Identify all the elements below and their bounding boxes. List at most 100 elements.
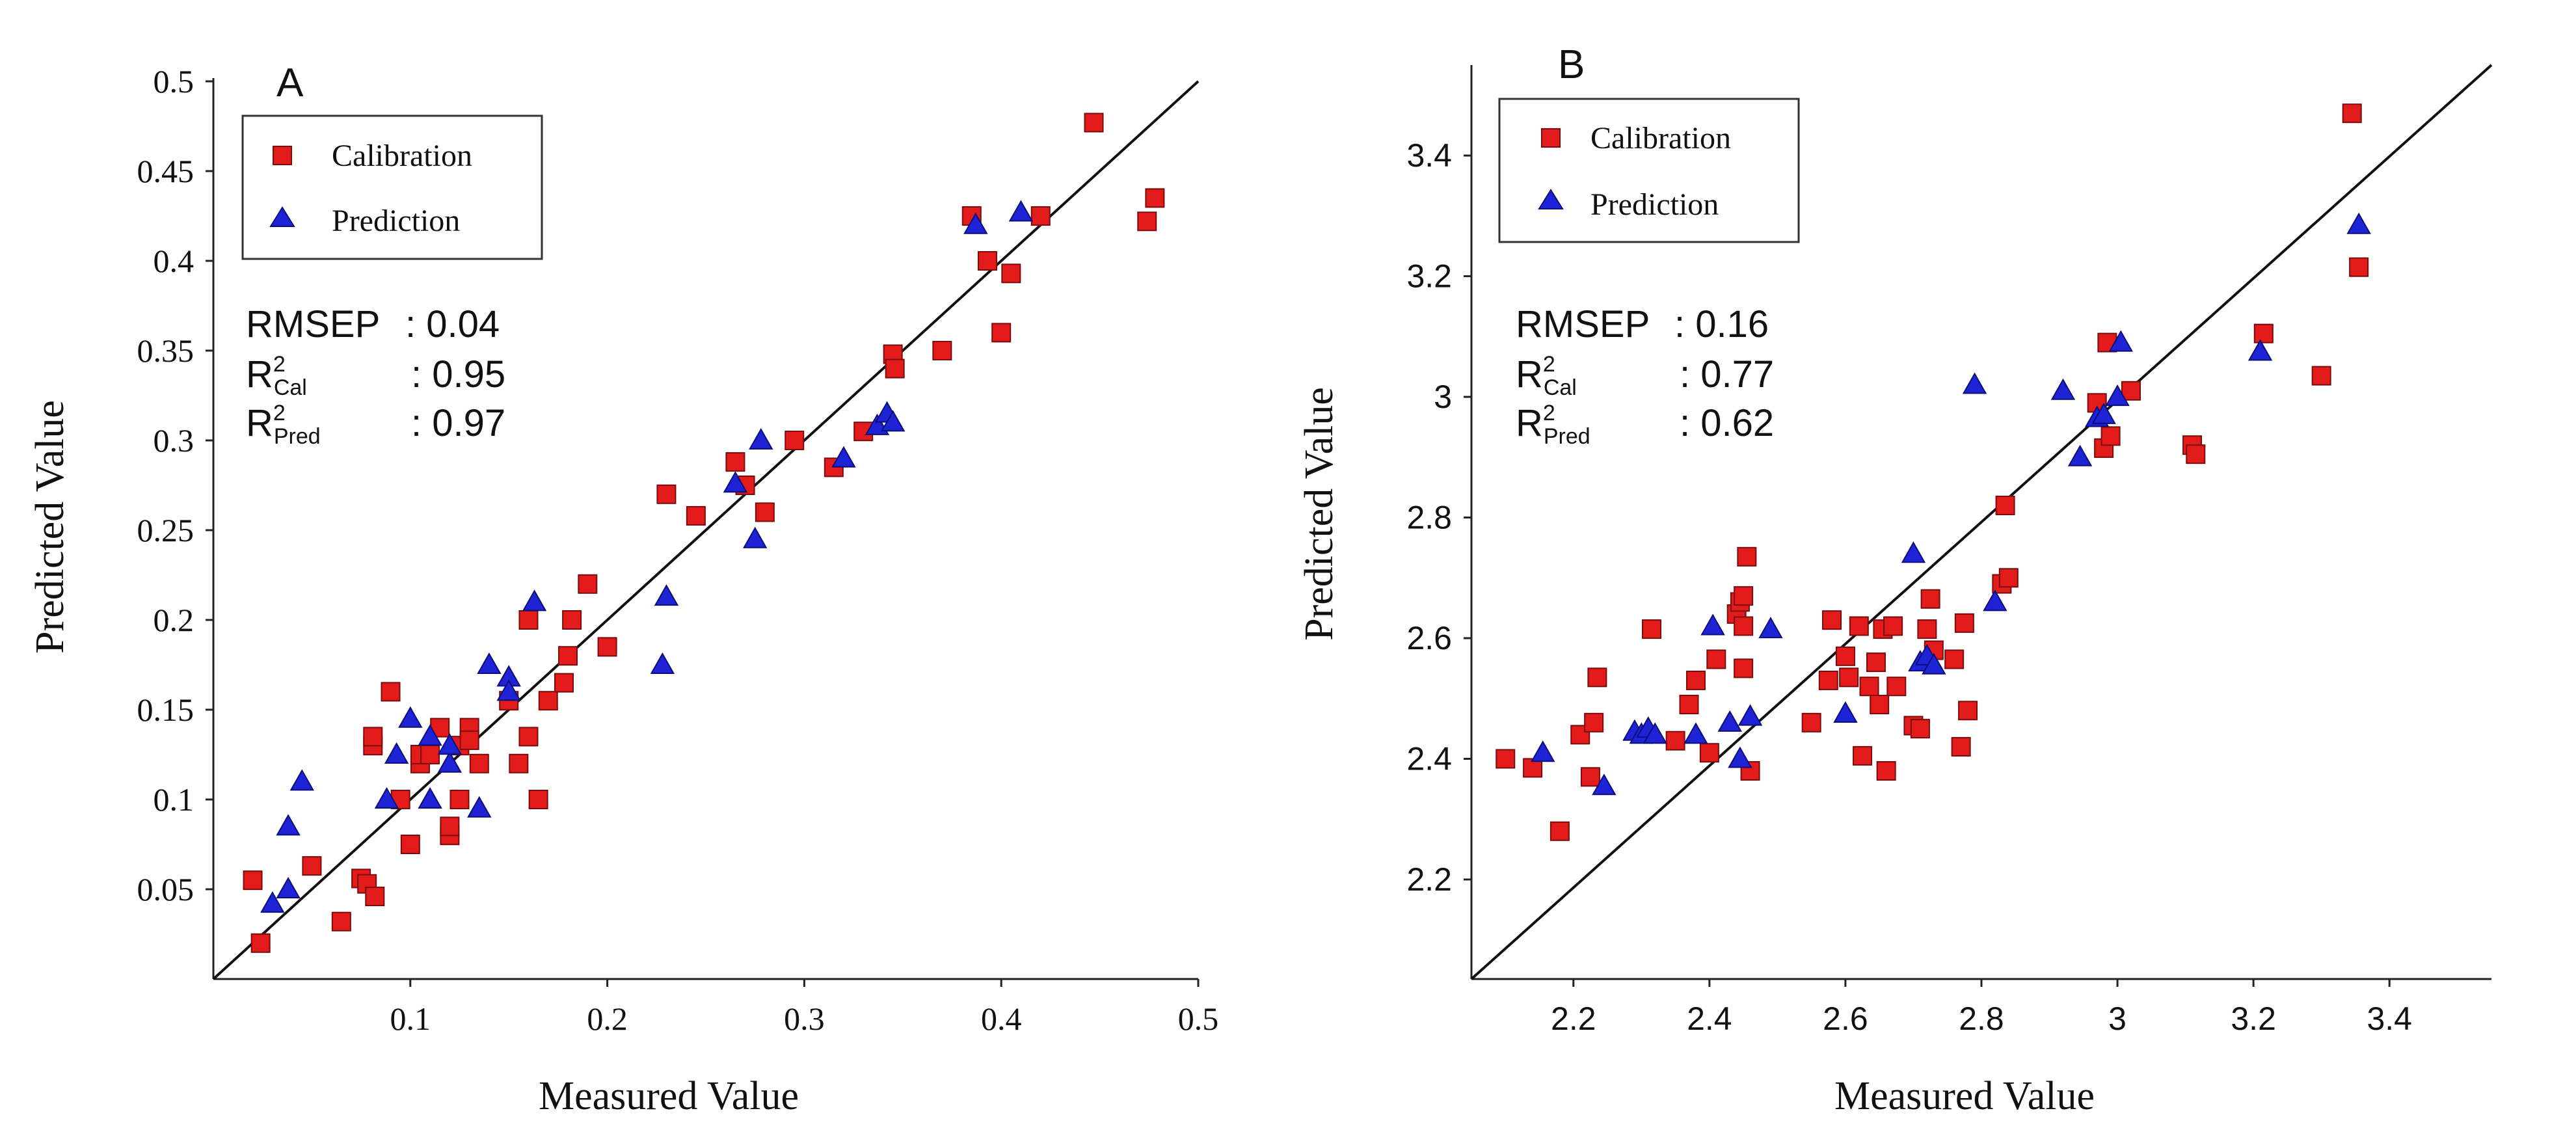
panel-a-prediction-point xyxy=(742,526,768,548)
panel-b-calibration-point xyxy=(1859,677,1879,697)
panel-b-x-axis-title: Measured Value xyxy=(1834,1074,2095,1118)
panel-a-calibration-point xyxy=(558,646,578,666)
panel-b-legend-prediction-marker xyxy=(1538,189,1564,209)
panel-b-calibration-point xyxy=(1734,586,1754,606)
panel-a-prediction-point xyxy=(437,751,463,773)
panel-a-x-tick-label: 0.4 xyxy=(981,1000,1022,1037)
panel-b-rmsep-value: : 0.16 xyxy=(1674,303,1769,345)
panel-b-calibration-point xyxy=(1642,619,1662,639)
panel-a-prediction-point xyxy=(418,724,442,746)
panel-a-calibration-point xyxy=(991,323,1012,343)
panel-a-x-tick-label: 0.5 xyxy=(1178,1000,1219,1037)
panel-a-y-tick-label: 0.1 xyxy=(154,781,195,818)
panel-a-calibration-point xyxy=(440,816,460,837)
panel-a-prediction-point xyxy=(467,796,492,818)
panel-a-prediction-point xyxy=(260,891,285,913)
panel-b-calibration-point xyxy=(1665,731,1685,751)
panel-a-calibration-point xyxy=(420,745,440,764)
panel-a-points xyxy=(243,113,1165,953)
panel-a-prediction-point xyxy=(831,446,856,468)
panel-b-prediction-point xyxy=(1901,541,1926,563)
panel-b-x-tick-label: 2.8 xyxy=(1959,1000,2004,1037)
panel-b-calibration-point xyxy=(1706,649,1726,669)
panel-b-calibration-point xyxy=(2253,323,2274,343)
panel-b-ticks: 2.2 2.4 2.6 2.8 3 3.2 3.4 2.2 2.4 2.6 2.8 3 3.2 3.4 xyxy=(1406,137,2411,1037)
panel-b-calibration-point xyxy=(1917,619,1937,639)
panel-a-stats: RMSEP : 0.04 R2 Cal : 0.95 R2 Pred : 0.97 xyxy=(246,303,505,449)
panel-b-calibration-point xyxy=(1699,743,1719,763)
panel-a-calibration-point xyxy=(302,856,322,876)
panel-a-calibration-point xyxy=(597,637,617,657)
panel-a-calibration-point xyxy=(469,753,489,773)
panel-b-calibration-point xyxy=(1849,616,1869,636)
panel-b-x-tick-label: 2.6 xyxy=(1823,1000,1868,1037)
panel-b-points xyxy=(1496,103,2371,841)
panel-a-legend-calibration-marker xyxy=(273,146,292,165)
panel-b-calibration-point xyxy=(1685,670,1706,690)
panel-b-calibration-point xyxy=(1839,667,1859,688)
panel-a-reference-line xyxy=(212,80,1200,980)
panel-a-r2cal-base: R xyxy=(246,353,273,396)
panel-b-prediction-point xyxy=(2346,212,2371,234)
panel-b-legend-calibration-marker xyxy=(1541,128,1561,148)
panel-a-prediction-point xyxy=(749,427,773,450)
panel-b-prediction-point xyxy=(2105,384,2130,407)
panel-a-calibration-point xyxy=(932,341,952,360)
panel-b-label: B xyxy=(1558,42,1585,87)
panel-a-legend-box xyxy=(241,114,543,260)
panel-a-y-tick-label: 0.25 xyxy=(137,512,195,548)
panel-a-calibration-point xyxy=(1001,263,1021,284)
panel-b-prediction-point xyxy=(1922,652,1946,675)
panel-b-calibration-point xyxy=(1951,736,1971,757)
panel-a-calibration-point xyxy=(656,484,677,504)
panel-a-prediction-point xyxy=(963,212,988,234)
panel-a-r2cal-sub: Cal xyxy=(274,375,307,400)
panel-b-stats: RMSEP : 0.16 R2 Cal : 0.77 R2 Pred : 0.62 xyxy=(1516,303,1774,449)
panel-a-prediction-point xyxy=(723,471,748,493)
panel-b-calibration-point xyxy=(1920,589,1940,609)
panel-b: B 2.2 2.4 2.6 2.8 3 3.2 3.4 2.2 2.4 2.6 2.8 3 3.2 3.4… xyxy=(1297,42,2493,1118)
panel-b-calibration-point xyxy=(1958,701,1978,721)
panel-a-prediction-point xyxy=(1008,200,1034,222)
panel-a-y-tick-label: 0.5 xyxy=(154,63,195,100)
panel-b-prediction-point xyxy=(1684,722,1708,744)
panel-a-legend-prediction-marker xyxy=(269,206,295,227)
panel-a-calibration-point xyxy=(430,718,450,738)
panel-b-rmsep-label: RMSEP xyxy=(1516,303,1650,345)
panel-a-prediction-point xyxy=(654,584,679,606)
panel-a-y-tick-label: 0.45 xyxy=(137,153,195,189)
panel-b-reference-line xyxy=(1470,64,2493,980)
panel-a-r2pred-sub: Pred xyxy=(274,424,321,449)
panel-a-calibration-point xyxy=(755,502,775,522)
panel-b-legend-prediction-label: Prediction xyxy=(1590,187,1719,222)
panel-a-calibration-point xyxy=(1137,211,1157,232)
panel-a-prediction-point xyxy=(650,652,675,674)
panel-a-r2pred-value: : 0.97 xyxy=(411,402,505,444)
panel-b-calibration-point xyxy=(1679,695,1699,715)
panel-a-calibration-point xyxy=(538,691,558,711)
panel-b-legend-box xyxy=(1498,98,1800,243)
panel-b-prediction-point xyxy=(1592,773,1617,796)
panel-a-calibration-point xyxy=(363,727,383,747)
panel-a-calibration-point xyxy=(554,673,574,693)
panel-b-calibration-point xyxy=(1584,712,1604,732)
panel-b-calibration-point xyxy=(1886,677,1907,697)
panel-a-prediction-point xyxy=(384,742,409,764)
panel-a-calibration-point xyxy=(518,610,539,630)
panel-a-y-tick-label: 0.4 xyxy=(154,243,195,279)
panel-b-calibration-point xyxy=(1954,613,1974,633)
panel-b-prediction-point xyxy=(1737,704,1763,726)
panel-b-prediction-point xyxy=(1962,372,1987,394)
panel-b-calibration-point xyxy=(1734,658,1754,678)
panel-a-rmsep-label: RMSEP xyxy=(246,303,380,345)
panel-b-x-tick-label: 3.2 xyxy=(2231,1000,2276,1037)
panel-a-y-tick-label: 0.05 xyxy=(137,871,195,907)
panel-b-r2cal-label: R2 Cal xyxy=(1516,352,1577,400)
panel-b-prediction-point xyxy=(2067,444,2093,466)
panel-a-rmsep-value: : 0.04 xyxy=(405,303,500,345)
panel-a-calibration-point xyxy=(1145,188,1165,208)
panel-a-calibration-point xyxy=(518,727,539,747)
panel-a-legend: Calibration Prediction xyxy=(241,114,543,260)
panel-a-x-tick-label: 0.1 xyxy=(390,1000,431,1037)
